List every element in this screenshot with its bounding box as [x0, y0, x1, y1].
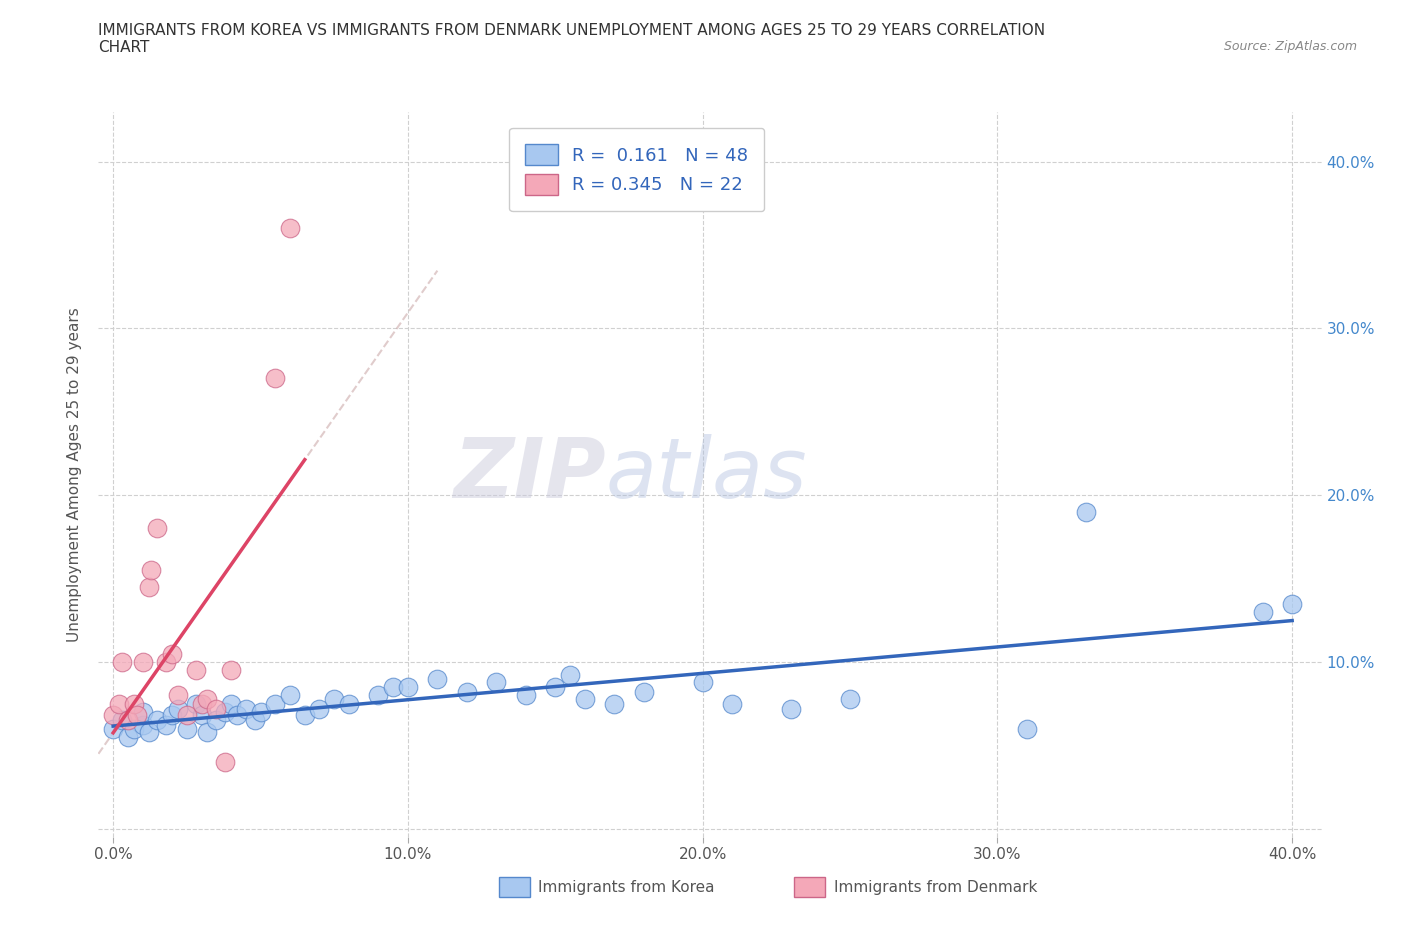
- Point: [839, 691, 862, 706]
- Point: [214, 754, 236, 769]
- Point: [205, 712, 228, 727]
- Point: [337, 697, 360, 711]
- Point: [308, 701, 330, 716]
- Text: atlas: atlas: [606, 433, 807, 515]
- Point: [264, 697, 287, 711]
- Text: Immigrants from Denmark: Immigrants from Denmark: [834, 880, 1038, 895]
- Point: [603, 697, 626, 711]
- Point: [122, 721, 145, 736]
- Legend: R =  0.161   N = 48, R = 0.345   N = 22: R = 0.161 N = 48, R = 0.345 N = 22: [509, 128, 765, 211]
- Point: [155, 655, 177, 670]
- Point: [1015, 721, 1038, 736]
- Point: [108, 697, 131, 711]
- Point: [155, 718, 177, 733]
- Point: [515, 688, 537, 703]
- Point: [278, 688, 301, 703]
- Point: [122, 697, 145, 711]
- Point: [117, 712, 139, 727]
- Point: [131, 718, 153, 733]
- Point: [131, 655, 153, 670]
- Point: [138, 579, 160, 594]
- Point: [382, 680, 405, 695]
- Point: [633, 684, 655, 699]
- Point: [367, 688, 389, 703]
- Point: [219, 697, 242, 711]
- Point: [160, 646, 183, 661]
- Text: Source: ZipAtlas.com: Source: ZipAtlas.com: [1223, 40, 1357, 53]
- Point: [184, 663, 207, 678]
- Y-axis label: Unemployment Among Ages 25 to 29 years: Unemployment Among Ages 25 to 29 years: [67, 307, 83, 642]
- Point: [278, 221, 301, 236]
- Point: [396, 680, 419, 695]
- Point: [226, 708, 249, 723]
- Text: Immigrants from Korea: Immigrants from Korea: [538, 880, 716, 895]
- Point: [101, 708, 124, 723]
- Point: [111, 655, 134, 670]
- Text: CHART: CHART: [98, 40, 150, 55]
- Point: [485, 674, 508, 689]
- Point: [264, 371, 287, 386]
- Point: [558, 668, 581, 683]
- Point: [219, 663, 242, 678]
- Point: [323, 691, 346, 706]
- Point: [141, 563, 163, 578]
- Point: [176, 708, 198, 723]
- Point: [146, 712, 169, 727]
- Point: [1281, 596, 1303, 611]
- Point: [167, 701, 190, 716]
- Point: [1074, 504, 1097, 519]
- Point: [544, 680, 567, 695]
- Point: [197, 724, 219, 739]
- Point: [574, 691, 596, 706]
- Point: [138, 724, 160, 739]
- Point: [184, 697, 207, 711]
- Point: [146, 521, 169, 536]
- Point: [125, 708, 148, 723]
- Point: [205, 701, 228, 716]
- Point: [1251, 604, 1274, 619]
- Point: [235, 701, 257, 716]
- Text: IMMIGRANTS FROM KOREA VS IMMIGRANTS FROM DENMARK UNEMPLOYMENT AMONG AGES 25 TO 2: IMMIGRANTS FROM KOREA VS IMMIGRANTS FROM…: [98, 23, 1046, 38]
- Point: [197, 691, 219, 706]
- Point: [117, 729, 139, 744]
- Point: [101, 721, 124, 736]
- Point: [721, 697, 744, 711]
- Point: [190, 708, 212, 723]
- Point: [214, 705, 236, 720]
- Point: [190, 697, 212, 711]
- Point: [426, 671, 449, 686]
- Point: [243, 712, 266, 727]
- Point: [111, 712, 134, 727]
- Point: [160, 708, 183, 723]
- Point: [249, 705, 271, 720]
- Text: ZIP: ZIP: [453, 433, 606, 515]
- Point: [780, 701, 803, 716]
- Point: [131, 705, 153, 720]
- Point: [692, 674, 714, 689]
- Point: [294, 708, 316, 723]
- Point: [456, 684, 478, 699]
- Point: [176, 721, 198, 736]
- Point: [167, 688, 190, 703]
